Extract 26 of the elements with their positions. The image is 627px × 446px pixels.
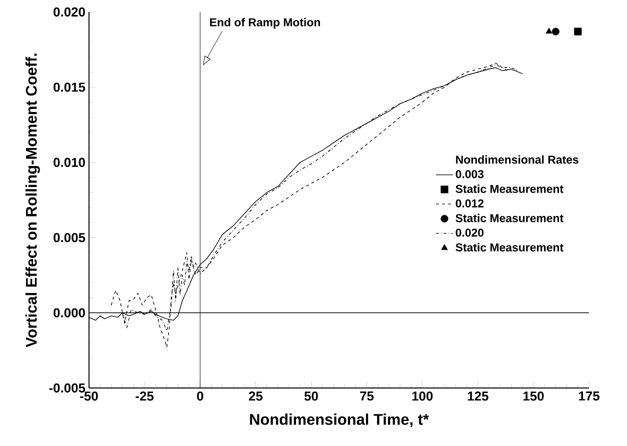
ref-line-label: End of Ramp Motion	[210, 18, 320, 29]
x-tick-label: -25	[136, 392, 154, 401]
legend-label: 0.003	[456, 170, 484, 178]
legend-label: Static Measurement	[456, 214, 564, 222]
x-axis-title: Nondimensional Time, t*	[250, 414, 429, 428]
x-tick-label: 0	[197, 392, 204, 401]
x-tick-label: -50	[80, 392, 98, 401]
x-tick-label: 175	[579, 392, 600, 401]
legend-label: Static Measurement	[456, 243, 564, 252]
x-tick-label: 150	[523, 392, 544, 401]
y-tick-label: -0.005	[49, 383, 86, 393]
x-tick-label: 75	[360, 392, 374, 401]
y-tick-label: 0.015	[54, 82, 86, 92]
x-tick-label: 25	[248, 392, 263, 401]
y-tick-label: 0.005	[54, 233, 86, 242]
legend-label: 0.012	[456, 199, 484, 208]
y-tick-label: 0.000	[54, 308, 85, 318]
legend-title: Nondimensional Rates	[456, 155, 578, 164]
y-tick-label: 0.020	[54, 7, 85, 17]
x-tick-label: 100	[412, 392, 433, 401]
y-tick-label: 0.010	[54, 158, 85, 167]
y-axis-title: Vortical Effect on Rolling-Moment Coeff.	[25, 54, 40, 348]
legend-label: Static Measurement	[456, 184, 564, 193]
x-tick-label: 125	[468, 392, 488, 401]
legend-label: 0.020	[456, 228, 484, 237]
x-tick-label: 50	[304, 392, 318, 401]
